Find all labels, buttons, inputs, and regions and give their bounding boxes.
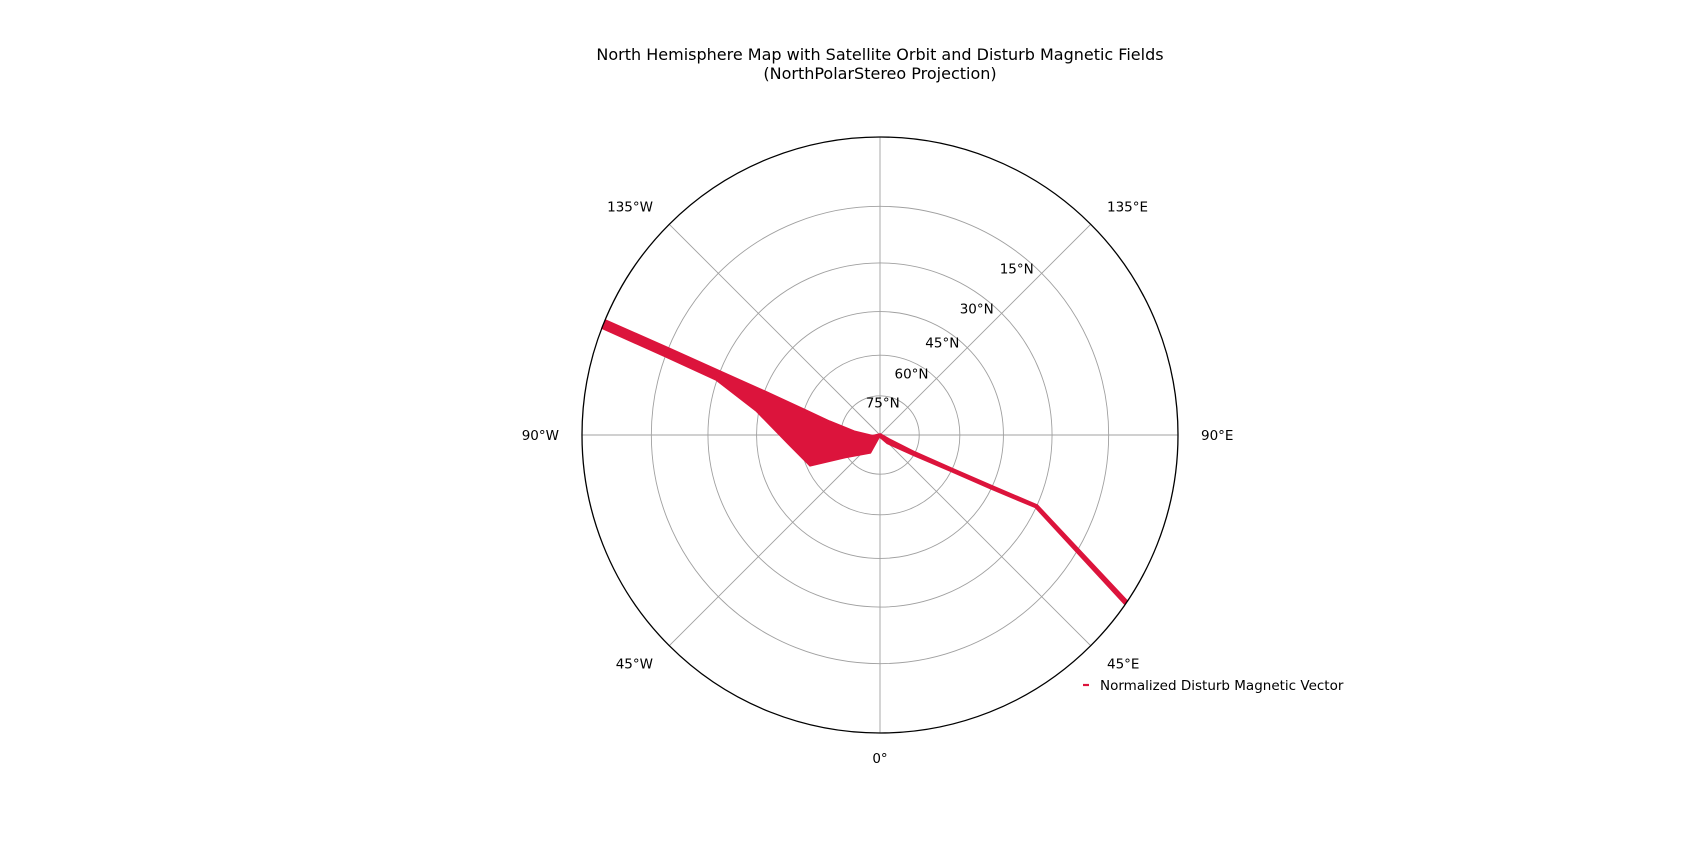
meridian-45 [879,434,1092,647]
meridian--45 [668,434,881,647]
orbit-track-0 [604,320,1128,603]
meridian--135 [668,223,881,436]
lon-label-0: 0° [872,751,887,767]
chart-subtitle: (NorthPolarStereo Projection) [763,64,996,83]
lon-label--45: 45°W [616,656,653,672]
map-boundary [581,136,1179,734]
legend-label: Normalized Disturb Magnetic Vector [1100,678,1344,694]
lon-label-45: 45°E [1107,656,1139,672]
lat-label-30: 30°N [960,301,994,317]
lat-label-75: 75°N [866,395,900,411]
lat-label-60: 60°N [895,367,929,383]
lon-label-90: 90°E [1201,428,1233,444]
legend: Normalized Disturb Magnetic Vector [1083,678,1344,694]
lat-label-15: 15°N [1000,261,1034,277]
meridian-135 [879,223,1092,436]
tick-labels: 15°N 30°N 45°N 60°N 75°N 0° 45°E 90°E 135°E 135°W… [522,200,1234,767]
lon-label--135: 135°W [607,200,653,216]
chart-title: North Hemisphere Map with Satellite Orbi… [596,45,1163,64]
disturbance-band-0 [601,319,1129,605]
lon-label--90: 90°W [522,428,559,444]
orbit-track-layer [601,319,1129,605]
lon-label-135: 135°E [1107,200,1148,216]
lat-label-45: 45°N [925,336,959,352]
